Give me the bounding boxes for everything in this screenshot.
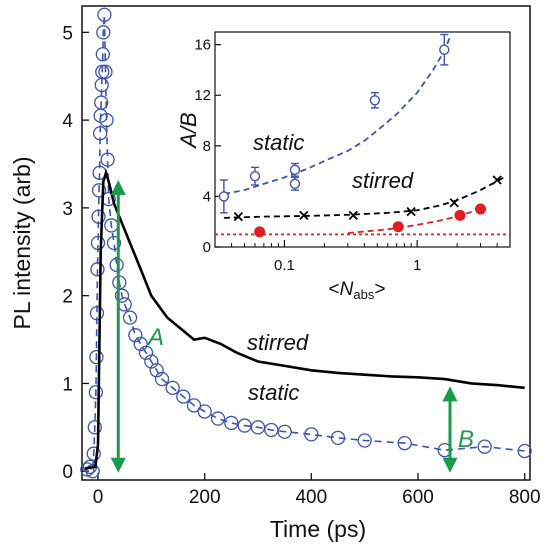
static-data-point	[133, 336, 148, 352]
static-data-point	[186, 398, 202, 413]
inset-static-fit	[223, 34, 452, 195]
static-data-point	[92, 126, 108, 141]
inset-static-point	[218, 191, 230, 202]
main-x-tick-label: 0	[93, 487, 104, 508]
inset-static-point	[289, 164, 301, 176]
static-data-point	[176, 389, 191, 404]
static-data-point	[330, 430, 346, 446]
inset-y-tick-label: 8	[203, 138, 211, 155]
inset-stirred-point	[233, 212, 244, 222]
inset-y-axis-title: A/B	[176, 112, 201, 149]
static-series-line	[86, 14, 525, 474]
static-data-point	[95, 47, 110, 62]
static-data-point	[128, 328, 143, 343]
static-data-point	[94, 95, 109, 110]
inset-stirred-fit	[223, 176, 505, 219]
static-data-point	[224, 415, 239, 431]
main-x-tick-label: 400	[295, 487, 327, 508]
inset-stirred-point	[492, 175, 502, 185]
inset-y-tick-label: 12	[194, 87, 211, 104]
inset-y-tick-label: 0	[203, 239, 211, 256]
main-y-tick-label: 3	[62, 199, 73, 220]
static-data-point	[304, 427, 319, 442]
main-y-axis-title: PL intensity (arb)	[9, 157, 35, 330]
inset-static-point	[289, 178, 301, 189]
main-y-tick-label: 2	[62, 287, 73, 308]
static-data-point	[154, 371, 170, 387]
main-y-tick-label: 1	[62, 374, 73, 395]
inset-static-label: static	[253, 130, 304, 155]
static-data-point	[357, 433, 372, 448]
main-plot-frame	[81, 5, 531, 481]
static-data-point	[277, 424, 292, 439]
main-y-tick-label: 4	[62, 111, 73, 132]
static-data-point	[90, 235, 106, 251]
inset-stirred-point	[348, 210, 358, 221]
static-data-point	[86, 446, 101, 461]
inset-filled-point	[254, 226, 266, 238]
inset-stirred-point	[406, 206, 416, 217]
static-data-point	[90, 262, 105, 277]
inset-stirred-point	[449, 198, 459, 208]
static-data-point	[138, 345, 154, 360]
inset-static-point	[249, 170, 261, 182]
inset-frame	[214, 31, 511, 248]
main-y-tick-label: 5	[62, 23, 73, 44]
inset-static-point	[439, 44, 450, 55]
static-data-point	[100, 152, 115, 167]
inset-axes-ticks: 0.1 1 0 4 8 12 16	[194, 37, 498, 274]
inset-filled-point	[475, 203, 487, 215]
static-data-point	[97, 7, 112, 22]
inset-y-tick-label: 4	[203, 188, 211, 205]
stirred-series-line	[84, 168, 525, 470]
inset-static-point	[369, 95, 381, 106]
static-data-point	[88, 385, 104, 400]
static-data-point	[98, 64, 113, 79]
static-data-point	[517, 443, 532, 459]
main-x-axis-title: Time (ps)	[270, 516, 366, 542]
static-data-point	[87, 420, 102, 435]
arrow-a-label: A	[146, 324, 164, 351]
static-data-point	[91, 209, 106, 224]
inset-filled-point	[392, 221, 404, 233]
static-data-point	[95, 64, 110, 79]
static-data-point	[165, 380, 180, 395]
inset-stirred-label: stirred	[352, 168, 414, 193]
main-x-tick-label: 200	[189, 487, 221, 508]
main-y-tick-label: 0	[62, 462, 73, 483]
static-data-point	[96, 25, 111, 40]
inset-x-tick-label: 0.1	[274, 257, 295, 274]
static-data-point	[197, 404, 212, 419]
static-data-point	[85, 464, 100, 479]
arrow-b-label: B	[458, 426, 474, 453]
main-x-tick-label: 600	[402, 487, 434, 508]
inset-x-tick-label: 1	[413, 257, 421, 274]
inset-filled-point	[454, 209, 466, 221]
inset-y-tick-label: 16	[194, 37, 211, 54]
static-data-point	[477, 439, 492, 454]
stirred-curve-label: stirred	[247, 330, 309, 355]
static-data-point	[149, 363, 164, 378]
inset-background	[182, 30, 516, 258]
static-data-point	[397, 435, 412, 451]
inset-filled-fit	[347, 208, 481, 234]
static-data-point	[91, 183, 107, 198]
static-data-point	[250, 420, 266, 435]
inset-series-group	[215, 33, 510, 238]
static-curve-label: static	[248, 380, 299, 405]
inset-x-axis-title: <Nabs>	[329, 279, 386, 302]
static-data-point	[144, 354, 159, 369]
static-data-point	[99, 112, 114, 128]
main-x-tick-label: 800	[509, 487, 541, 508]
static-data-point	[210, 411, 226, 426]
inset-stirred-point	[299, 210, 309, 221]
static-data-point	[89, 349, 104, 365]
static-data-point	[89, 306, 105, 321]
